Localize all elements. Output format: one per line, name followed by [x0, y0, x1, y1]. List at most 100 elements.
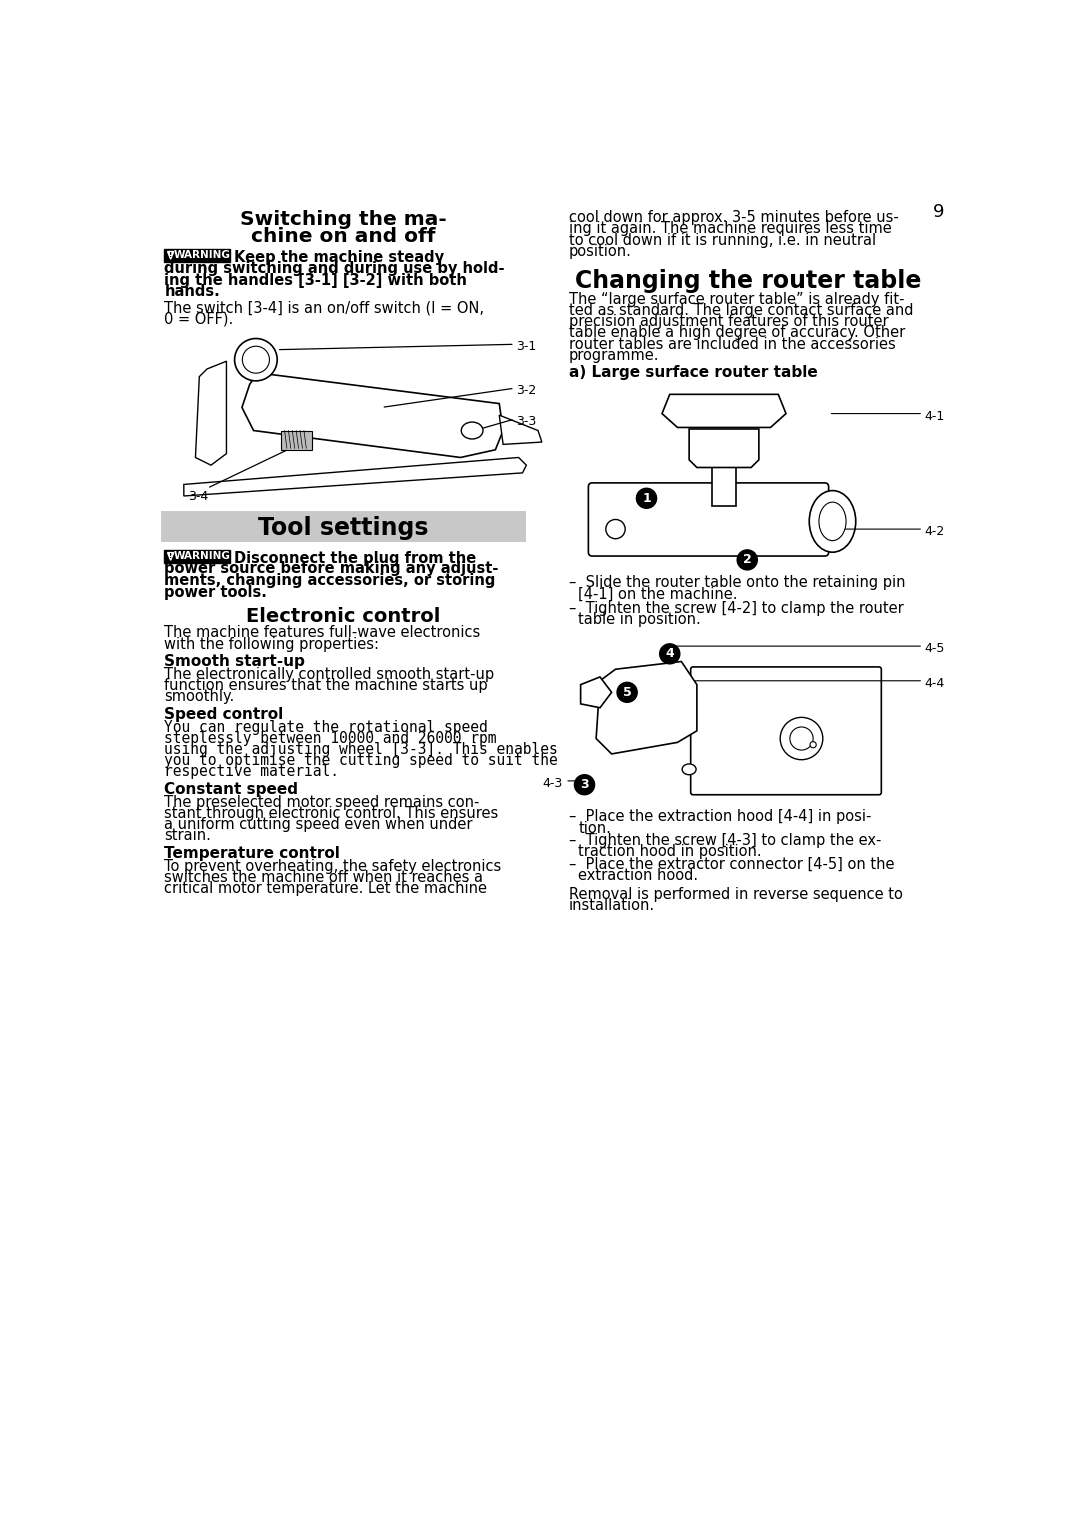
Bar: [161, 512, 526, 542]
Text: a) Large surface router table: a) Large surface router table: [569, 365, 818, 380]
Text: 3-2: 3-2: [516, 385, 537, 397]
Text: 1: 1: [643, 492, 651, 504]
Text: to cool down if it is running, i.e. in neutral: to cool down if it is running, i.e. in n…: [569, 232, 876, 248]
Text: during switching and during use by hold-: during switching and during use by hold-: [164, 261, 505, 277]
Ellipse shape: [809, 490, 855, 552]
Text: traction hood in position.: traction hood in position.: [578, 845, 761, 859]
Text: Disconnect the plug from the: Disconnect the plug from the: [234, 550, 476, 565]
Bar: [164, 249, 230, 261]
Polygon shape: [689, 429, 759, 468]
Bar: [713, 452, 735, 506]
Ellipse shape: [819, 503, 846, 541]
Text: [4-1] on the machine.: [4-1] on the machine.: [578, 587, 738, 602]
Text: 3: 3: [580, 778, 589, 792]
Ellipse shape: [606, 520, 625, 539]
Text: Speed control: Speed control: [164, 706, 284, 721]
Polygon shape: [242, 373, 503, 457]
Text: router tables are included in the accessories: router tables are included in the access…: [569, 336, 895, 351]
Text: extraction hood.: extraction hood.: [578, 868, 699, 883]
Text: Tool settings: Tool settings: [258, 516, 429, 539]
Text: Temperature control: Temperature control: [164, 845, 340, 860]
Polygon shape: [596, 662, 697, 753]
Polygon shape: [499, 416, 542, 445]
Text: WARNING: WARNING: [173, 251, 230, 260]
Text: Keep the machine steady: Keep the machine steady: [234, 249, 444, 264]
Text: 3-3: 3-3: [516, 416, 537, 428]
Text: Changing the router table: Changing the router table: [575, 269, 921, 293]
Bar: [281, 431, 312, 449]
Text: 4-3: 4-3: [542, 778, 563, 790]
Text: table in position.: table in position.: [578, 611, 701, 626]
Text: 3-4: 3-4: [188, 490, 208, 503]
Text: hands.: hands.: [164, 284, 220, 299]
Text: The preselected motor speed remains con-: The preselected motor speed remains con-: [164, 795, 480, 810]
Text: Electronic control: Electronic control: [246, 607, 441, 626]
Polygon shape: [167, 252, 174, 260]
Text: You can regulate the rotational speed: You can regulate the rotational speed: [164, 720, 488, 735]
Ellipse shape: [234, 339, 278, 380]
Text: –  Place the extraction hood [4-4] in posi-: – Place the extraction hood [4-4] in pos…: [569, 810, 872, 825]
Text: chine on and off: chine on and off: [252, 228, 435, 246]
Text: tion.: tion.: [578, 821, 611, 836]
Bar: [164, 550, 230, 562]
Text: strain.: strain.: [164, 828, 212, 843]
Text: stant through electronic control. This ensures: stant through electronic control. This e…: [164, 805, 499, 821]
Text: smoothly.: smoothly.: [164, 689, 234, 704]
Text: respective material.: respective material.: [164, 764, 339, 779]
Ellipse shape: [242, 347, 270, 373]
Text: 0 = OFF).: 0 = OFF).: [164, 312, 233, 327]
Text: precision adjustment features of this router: precision adjustment features of this ro…: [569, 315, 889, 329]
Polygon shape: [581, 677, 611, 707]
Ellipse shape: [461, 422, 483, 439]
Text: ted as standard. The large contact surface and: ted as standard. The large contact surfa…: [569, 303, 914, 318]
Text: Constant speed: Constant speed: [164, 782, 298, 796]
Text: The electronically controlled smooth start-up: The electronically controlled smooth sta…: [164, 666, 495, 681]
Text: 2: 2: [743, 553, 752, 567]
Polygon shape: [184, 457, 526, 497]
Circle shape: [617, 683, 637, 703]
Text: The switch [3-4] is an on/off switch (I = ON,: The switch [3-4] is an on/off switch (I …: [164, 301, 485, 315]
Text: power tools.: power tools.: [164, 585, 268, 599]
Circle shape: [575, 775, 595, 795]
Ellipse shape: [780, 717, 823, 759]
Text: 3-1: 3-1: [516, 341, 537, 353]
Polygon shape: [662, 394, 786, 428]
Text: 9: 9: [933, 203, 945, 220]
Text: cool down for approx. 3-5 minutes before us-: cool down for approx. 3-5 minutes before…: [569, 211, 899, 225]
Text: –  Tighten the screw [4-3] to clamp the ex-: – Tighten the screw [4-3] to clamp the e…: [569, 833, 881, 848]
Text: 5: 5: [623, 686, 632, 698]
Text: The machine features full-wave electronics: The machine features full-wave electroni…: [164, 625, 481, 640]
Text: 4-5: 4-5: [924, 642, 945, 656]
Circle shape: [738, 550, 757, 570]
Circle shape: [636, 489, 657, 509]
Text: using the adjusting wheel [3-3]. This enables: using the adjusting wheel [3-3]. This en…: [164, 743, 558, 756]
Text: Switching the ma-: Switching the ma-: [240, 211, 447, 229]
Text: –  Slide the router table onto the retaining pin: – Slide the router table onto the retain…: [569, 575, 905, 590]
Text: Removal is performed in reverse sequence to: Removal is performed in reverse sequence…: [569, 888, 903, 902]
Text: function ensures that the machine starts up: function ensures that the machine starts…: [164, 678, 488, 694]
Text: ments, changing accessories, or storing: ments, changing accessories, or storing: [164, 573, 496, 588]
FancyBboxPatch shape: [589, 483, 828, 556]
Text: you to optimise the cutting speed to suit the: you to optimise the cutting speed to sui…: [164, 753, 558, 769]
Text: 4-2: 4-2: [924, 526, 945, 538]
Text: position.: position.: [569, 244, 632, 258]
Text: 4-4: 4-4: [924, 677, 945, 691]
Polygon shape: [167, 553, 174, 561]
Text: critical motor temperature. Let the machine: critical motor temperature. Let the mach…: [164, 882, 487, 895]
Text: !: !: [170, 553, 173, 559]
Text: steplessly between 10000 and 26000 rpm: steplessly between 10000 and 26000 rpm: [164, 730, 497, 746]
Circle shape: [660, 643, 679, 663]
Text: !: !: [170, 252, 173, 258]
Text: switches the machine off when it reaches a: switches the machine off when it reaches…: [164, 869, 484, 885]
Text: WARNING: WARNING: [173, 552, 230, 561]
FancyBboxPatch shape: [691, 666, 881, 795]
Text: with the following properties:: with the following properties:: [164, 637, 379, 651]
Polygon shape: [195, 361, 227, 465]
Text: –  Tighten the screw [4-2] to clamp the router: – Tighten the screw [4-2] to clamp the r…: [569, 601, 904, 616]
Text: Smooth start-up: Smooth start-up: [164, 654, 306, 669]
Text: installation.: installation.: [569, 898, 656, 914]
Text: The “large surface router table” is already fit-: The “large surface router table” is alre…: [569, 292, 905, 307]
Text: a uniform cutting speed even when under: a uniform cutting speed even when under: [164, 817, 473, 833]
Text: table enable a high degree of accuracy. Other: table enable a high degree of accuracy. …: [569, 325, 905, 341]
Text: power source before making any adjust-: power source before making any adjust-: [164, 561, 499, 576]
